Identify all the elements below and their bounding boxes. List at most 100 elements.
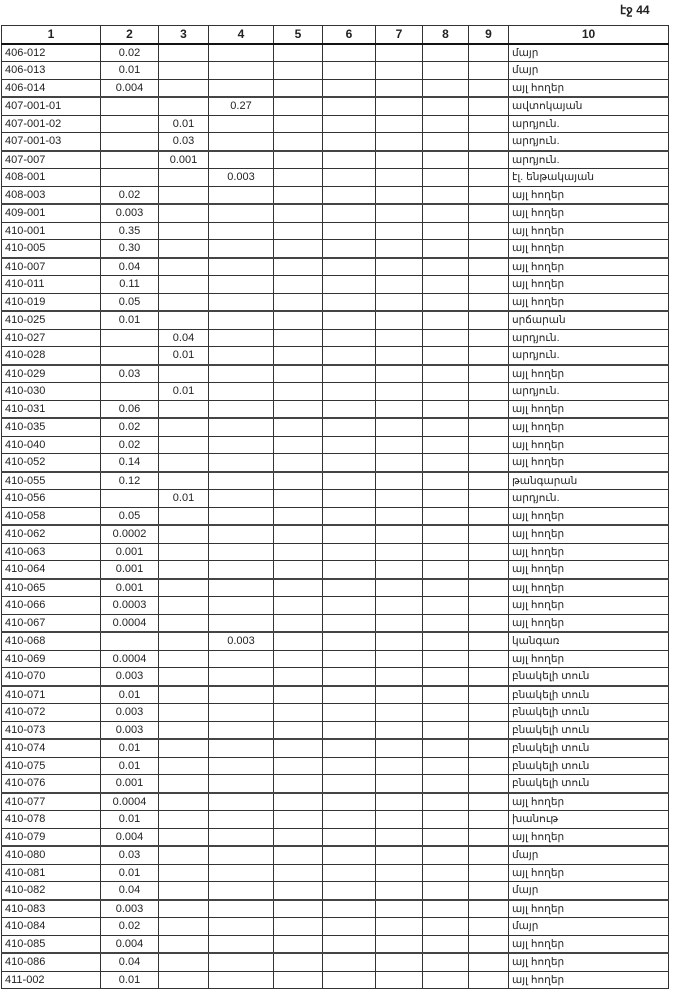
parcel-code: 410-075 xyxy=(1,756,101,775)
col4-value xyxy=(208,221,274,240)
col5-value xyxy=(273,61,323,80)
col5-value xyxy=(273,310,323,330)
col6-value xyxy=(322,596,376,615)
col3-value xyxy=(158,667,209,687)
col6-value xyxy=(322,685,376,704)
col2-value: 0.30 xyxy=(100,239,159,259)
col7-value xyxy=(375,863,423,882)
col7-value xyxy=(375,275,423,294)
land-use: թանգարան xyxy=(508,471,669,490)
table-row: 410-040 0.02 այլ հողեր xyxy=(1,435,669,454)
col3-value xyxy=(158,845,209,865)
parcel-code: 410-078 xyxy=(1,810,101,829)
page-number: էջ 44 xyxy=(620,3,650,17)
table-row: 410-055 0.12 թանգարան xyxy=(1,471,669,490)
col7-value xyxy=(375,970,423,989)
col5-value xyxy=(273,774,323,794)
col6-value xyxy=(322,61,376,80)
col3-value xyxy=(158,881,209,901)
land-use: մայր xyxy=(508,845,669,865)
land-use: մայր xyxy=(508,881,669,901)
col4-value xyxy=(208,61,274,80)
col9-value xyxy=(468,185,509,205)
col9-value xyxy=(468,132,509,152)
col8-value xyxy=(422,417,469,437)
table-row: 410-025 0.01 սրճարան xyxy=(1,310,669,330)
col7-value xyxy=(375,685,423,704)
col8-value xyxy=(422,649,469,668)
parcel-code: 410-052 xyxy=(1,453,101,473)
col8-value xyxy=(422,917,469,936)
col5-value xyxy=(273,239,323,259)
col8-value xyxy=(422,382,469,401)
col5-value xyxy=(273,78,323,98)
col5-value xyxy=(273,738,323,758)
col9-value xyxy=(468,560,509,580)
table-row: 410-070 0.003 բնակելի տուն xyxy=(1,667,669,687)
col3-value xyxy=(158,453,209,473)
col2-value: 0.05 xyxy=(100,506,159,526)
table-row: 407-001-02 0.01 արդյուն. xyxy=(1,114,669,133)
col4-value xyxy=(208,827,274,847)
col3-value xyxy=(158,471,209,490)
col8-value xyxy=(422,78,469,98)
col5-value xyxy=(273,168,323,187)
col3-value xyxy=(158,720,209,740)
parcel-code: 410-055 xyxy=(1,471,101,490)
table-row: 410-072 0.003 բնակելի տուն xyxy=(1,703,669,722)
land-use: այլ հողեր xyxy=(508,185,669,205)
parcel-code: 410-069 xyxy=(1,649,101,668)
col2-value xyxy=(100,114,159,133)
col9-value xyxy=(468,810,509,829)
col2-value xyxy=(100,328,159,347)
table-row: 410-077 0.0004 այլ հողեր xyxy=(1,792,669,811)
col8-value xyxy=(422,810,469,829)
land-use: կանգառ xyxy=(508,631,669,651)
col5-value xyxy=(273,756,323,775)
col7-value xyxy=(375,185,423,205)
col6-value xyxy=(322,96,376,116)
col5-value xyxy=(273,845,323,865)
col6-value xyxy=(322,560,376,580)
col7-value xyxy=(375,720,423,740)
col5-value xyxy=(273,203,323,223)
table-row: 410-069 0.0004 այլ հողեր xyxy=(1,649,669,668)
land-use: մայր xyxy=(508,43,669,62)
col9-value xyxy=(468,399,509,419)
col6-value xyxy=(322,792,376,811)
col3-value xyxy=(158,292,209,312)
col8-value xyxy=(422,703,469,722)
table-row: 410-084 0.02 մայր xyxy=(1,917,669,936)
col5-value xyxy=(273,114,323,133)
land-use: այլ հողեր xyxy=(508,364,669,383)
col6-value xyxy=(322,863,376,882)
col7-value xyxy=(375,792,423,811)
col8-value xyxy=(422,774,469,794)
col8-value xyxy=(422,61,469,80)
parcel-code: 410-064 xyxy=(1,560,101,580)
table-row: 410-011 0.11 այլ հողեր xyxy=(1,275,669,294)
col6-value xyxy=(322,845,376,865)
col5-value xyxy=(273,899,323,918)
col6-value xyxy=(322,471,376,490)
parcel-code: 406-012 xyxy=(1,43,101,62)
table-row: 410-083 0.003 այլ հողեր xyxy=(1,899,669,918)
col4-value xyxy=(208,667,274,687)
col2-value: 0.01 xyxy=(100,970,159,989)
col6-value xyxy=(322,221,376,240)
land-use: այլ հողեր xyxy=(508,596,669,615)
parcel-code: 410-028 xyxy=(1,346,101,366)
col5-value xyxy=(273,613,323,633)
col3-value xyxy=(158,792,209,811)
col8-value xyxy=(422,132,469,152)
col9-value xyxy=(468,489,509,508)
col8-value xyxy=(422,881,469,901)
col7-value xyxy=(375,774,423,794)
table-row: 408-003 0.02 այլ հողեր xyxy=(1,185,669,205)
table-row: 410-063 0.001 այլ հողեր xyxy=(1,542,669,561)
col2-value: 0.01 xyxy=(100,685,159,704)
col8-value xyxy=(422,292,469,312)
table-row: 411-002 0.01 այլ հողեր xyxy=(1,970,669,989)
col2-value: 0.01 xyxy=(100,738,159,758)
col6-value xyxy=(322,168,376,187)
